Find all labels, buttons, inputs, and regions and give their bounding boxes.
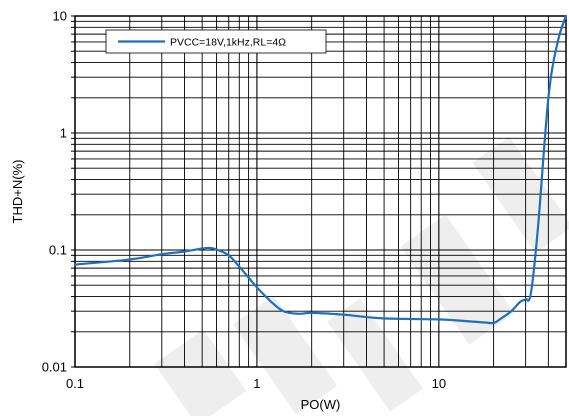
x-tick-label: 10	[432, 376, 446, 391]
series-line	[73, 14, 568, 325]
x-tick-label: 1	[253, 376, 260, 391]
y-tick-label: 0.01	[42, 360, 67, 375]
legend-box	[105, 29, 327, 54]
x-axis-title: PO(W)	[301, 397, 341, 412]
y-axis-ticks: 0.01 0.1 1 10	[42, 9, 75, 375]
plot-frame	[74, 15, 567, 368]
legend-label: PVCC=18V,1kHz,RL=4Ω	[170, 37, 286, 49]
y-tick-label: 0.1	[49, 243, 67, 258]
x-tick-label: 0.1	[66, 376, 84, 391]
y-tick-label: 1	[60, 126, 67, 141]
watermark-graphic	[154, 136, 569, 416]
legend: PVCC=18V,1kHz,RL=4Ω	[105, 29, 327, 54]
y-tick-label: 10	[53, 9, 67, 24]
y-axis-title: THD+N(%)	[10, 160, 25, 224]
x-axis-ticks: 0.1 1 10	[66, 376, 446, 391]
